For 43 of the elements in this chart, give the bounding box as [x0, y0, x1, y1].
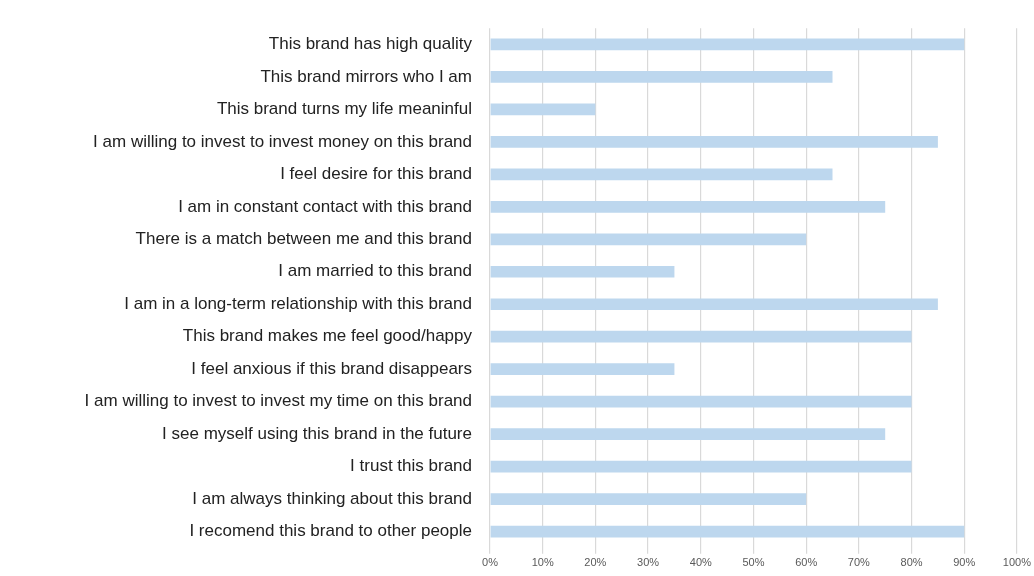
- y-tick-label: I recomend this brand to other people: [189, 521, 472, 541]
- x-tick-label: 100%: [1002, 556, 1032, 569]
- y-tick-label: This brand has high quality: [268, 34, 473, 54]
- bar: [490, 38, 965, 51]
- y-tick-label: I feel desire for this brand: [280, 164, 472, 184]
- y-tick-label: I see myself using this brand in the future: [162, 423, 472, 443]
- x-tick-label: 20%: [584, 556, 607, 569]
- bar: [490, 168, 833, 181]
- bar: [490, 136, 938, 148]
- y-tick-label: I trust this brand: [350, 456, 472, 476]
- y-tick-label: There is a match between me and this brand: [135, 228, 472, 248]
- bar: [490, 460, 912, 473]
- bar: [490, 103, 596, 116]
- x-tick-label: 50%: [742, 556, 765, 569]
- x-tick-label: 90%: [953, 556, 976, 569]
- x-tick-label: 70%: [847, 556, 871, 569]
- bar: [490, 71, 833, 83]
- y-tick-label: This brand makes me feel good/happy: [182, 326, 473, 346]
- x-tick-label: 80%: [900, 556, 923, 569]
- bar: [490, 395, 912, 408]
- y-tick-label: I am in constant contact with this brand: [178, 196, 472, 216]
- y-tick-label: I am in a long-term relationship with this brand: [124, 293, 472, 313]
- y-tick-label: I am willing to invest to invest my time on this brand: [84, 391, 472, 411]
- bar: [490, 200, 886, 213]
- x-tick-label: 30%: [637, 556, 660, 569]
- x-tick-label: 0%: [482, 556, 499, 569]
- bar: [490, 493, 807, 505]
- x-tick-label: 10%: [531, 556, 554, 569]
- bar: [490, 363, 675, 376]
- bar: [490, 298, 938, 311]
- bar: [490, 233, 807, 246]
- bar: [490, 330, 912, 343]
- y-tick-label: I am always thinking about this brand: [192, 488, 472, 508]
- x-tick-label: 60%: [795, 556, 818, 569]
- y-tick-label: I feel anxious if this brand disappears: [191, 358, 472, 378]
- bar: [490, 525, 965, 538]
- y-tick-label: This brand mirrors who I am: [260, 66, 472, 86]
- bar: [490, 428, 886, 440]
- y-tick-label: I am married to this brand: [278, 261, 472, 281]
- y-tick-label: I am willing to invest to invest money on this brand: [93, 131, 472, 151]
- bar: [490, 265, 675, 278]
- x-tick-label: 40%: [689, 556, 712, 569]
- y-tick-label: This brand turns my life meaninful: [216, 99, 472, 119]
